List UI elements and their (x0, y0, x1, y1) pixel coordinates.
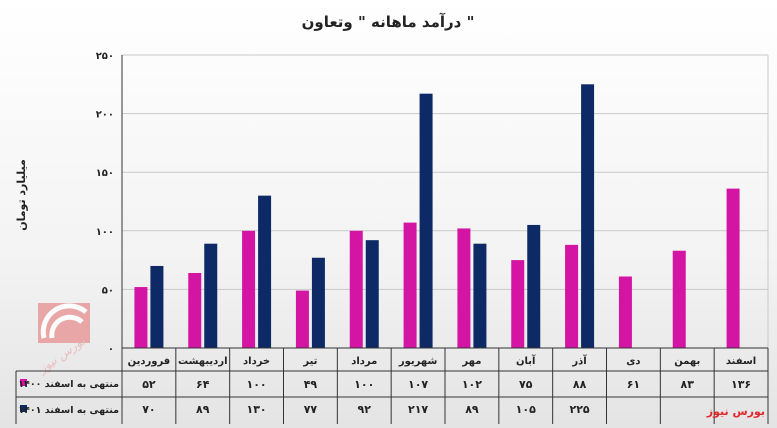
data-label-1400: ۱۰۰ (247, 378, 267, 391)
legend-swatch-1400 (20, 379, 27, 386)
bar-1401 (581, 84, 595, 349)
data-label-1400: ۱۳۶ (731, 378, 751, 391)
data-label-1401: ۹۲ (358, 403, 372, 416)
bar-1400 (672, 250, 686, 348)
bar-1401 (311, 257, 325, 348)
bar-1400 (188, 272, 202, 348)
bar-1400 (349, 230, 363, 348)
brand-watermark: بورس نیوز (706, 405, 765, 418)
data-label-1400: ۶۱ (627, 378, 640, 391)
legend-swatch-1401 (20, 405, 27, 412)
data-label-1401: ۷۷ (304, 403, 318, 416)
y-tick-label: ۲۵۰ (96, 51, 114, 62)
bar-1401 (150, 265, 164, 348)
bar-1401 (419, 93, 433, 349)
category-label: اردیبهشت (178, 356, 228, 367)
data-label-1400: ۱۰۰ (354, 378, 374, 391)
data-label-1401: ۸۹ (196, 403, 210, 416)
bar-1400 (295, 290, 309, 348)
category-label: بهمن (674, 356, 700, 367)
logo-watermark: بورس نیوز (34, 303, 90, 377)
bar-1400 (242, 230, 256, 348)
logo-arc-outer (40, 303, 88, 339)
legend-label-1400: منتهی به اسفند ۱۴۰۰ (18, 379, 119, 390)
bar-1401 (258, 195, 272, 348)
y-tick-label: ۰ (108, 344, 114, 355)
bars (134, 84, 740, 349)
y-tick-label: ۱۰۰ (96, 227, 114, 238)
category-label: آبان (516, 354, 536, 367)
y-tick-label: ۲۰۰ (96, 110, 114, 121)
bar-1400 (565, 244, 579, 348)
legend-row-1400: منتهی به اسفند ۱۴۰۰ (18, 379, 119, 390)
data-label-1400: ۱۰۷ (408, 378, 428, 391)
data-label-1401: ۱۰۵ (516, 403, 536, 416)
data-label-1401: ۸۹ (465, 403, 479, 416)
logo-arc-inner (49, 314, 84, 339)
bar-1401 (527, 224, 541, 348)
bar-1400 (457, 228, 471, 348)
category-label: فروردین (128, 356, 171, 367)
bar-1401 (365, 240, 379, 348)
data-label-1400: ۷۵ (519, 378, 533, 391)
category-label: مهر (461, 356, 481, 367)
chart-title: درآمد ماهانه " وتعاون " (302, 13, 475, 31)
data-table: فروردین ۵۲ ۷۰ اردیبهشت ۶۴ ۸۹ خرداد ۱۰۰ ۱۳۰ تیر ۴۹ ۷… (15, 347, 769, 424)
data-label-1400: ۱۰۲ (462, 378, 482, 391)
category-label: آذر (571, 354, 587, 367)
bar-1400 (403, 222, 417, 348)
y-tick-labels: ۰ ۵۰ ۱۰۰ ۱۵۰ ۲۰۰ ۲۵۰ (96, 51, 114, 355)
legend-row-1401: منتهی به اسفند ۱۴۰۱ (18, 405, 119, 416)
gridlines (121, 54, 769, 349)
y-tick-label: ۱۵۰ (96, 168, 114, 179)
data-label-1401: ۷۰ (142, 403, 155, 416)
data-label-1401: ۲۲۵ (570, 403, 590, 416)
category-label: مرداد (351, 356, 377, 367)
bar-1400 (511, 260, 525, 348)
data-label-1400: ۸۸ (573, 378, 587, 391)
bar-1400 (726, 188, 740, 348)
category-label: خرداد (243, 356, 270, 367)
data-label-1401: ۲۱۷ (408, 403, 428, 416)
data-label-1400: ۵۲ (142, 378, 156, 391)
data-label-1400: ۶۴ (196, 378, 210, 391)
category-label: اسفند (726, 356, 756, 367)
bar-1401 (473, 243, 487, 348)
y-axis-label: میلیارد تومان (15, 159, 28, 231)
bar-1400 (134, 287, 148, 348)
legend-label-1401: منتهی به اسفند ۱۴۰۱ (18, 405, 119, 416)
y-tick-label: ۵۰ (102, 285, 114, 296)
data-label-1401: ۱۳۰ (247, 403, 267, 416)
category-label: دی (626, 356, 640, 367)
category-label: شهریور (398, 356, 438, 367)
data-label-1400: ۸۳ (681, 378, 695, 391)
bar-1400 (618, 276, 632, 348)
category-label: تیر (302, 356, 317, 367)
bar-1401 (204, 243, 218, 348)
data-label-1400: ۴۹ (304, 378, 318, 391)
